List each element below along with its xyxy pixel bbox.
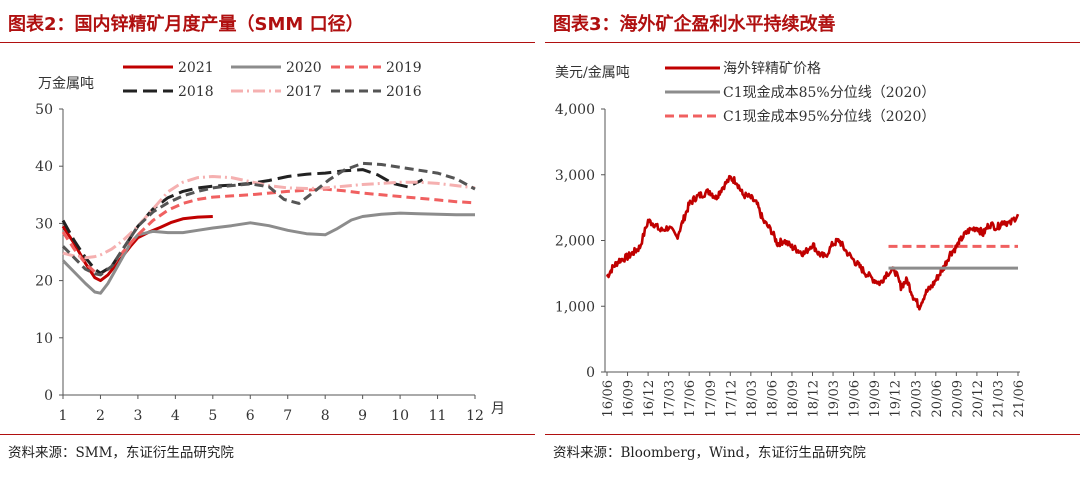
right-x-tick-label: 17/06 <box>683 380 698 417</box>
right-x-tick-label: 17/12 <box>724 380 739 417</box>
left-x-tick-label: 12 <box>466 408 484 424</box>
left-source-note: 资料来源：SMM，东证衍生品研究院 <box>8 445 234 461</box>
right-x-tick-label: 20/06 <box>930 380 945 417</box>
left-panel: 图表2：国内锌精矿月度产量（SMM 口径） 0 10 20 30 40 50 1 2 3 4 5 6 7… <box>0 0 535 492</box>
right-x-tick-label: 18/06 <box>765 380 780 417</box>
left-y-tick-label: 40 <box>35 159 53 175</box>
right-y-tick-label: 0 <box>586 365 595 381</box>
right-source-note: 资料来源：Bloomberg，Wind，东证衍生品研究院 <box>553 445 866 461</box>
left-title-rule <box>0 42 535 43</box>
left-series-line-2020 <box>61 211 475 295</box>
left-x-tick-label: 7 <box>283 408 292 424</box>
right-x-tick-label: 16/09 <box>622 380 637 417</box>
left-legend-label-2019: 2019 <box>386 60 422 76</box>
right-panel: 图表3：海外矿企盈利水平持续改善 0 1,000 2,000 3,000 4,000 16… <box>545 0 1080 492</box>
right-x-tick-label: 16/06 <box>601 380 616 417</box>
left-y-tick-label: 0 <box>44 388 53 404</box>
left-legend-label-2020: 2020 <box>286 60 322 76</box>
left-series-line-2019 <box>61 187 476 276</box>
right-y-axis-label: 美元/金属吨 <box>555 65 630 81</box>
right-chart: 0 1,000 2,000 3,000 4,000 16/06 16/09 16/12 17/0… <box>555 61 1027 417</box>
right-legend-label-1: C1现金成本85%分位线（2020） <box>723 85 935 101</box>
right-x-tick-label: 19/03 <box>827 380 842 417</box>
left-legend-label-2017: 2017 <box>286 84 322 100</box>
left-x-tick-label: 5 <box>208 408 217 424</box>
right-y-tick-label: 4,000 <box>555 102 595 118</box>
right-y-tick-label: 3,000 <box>555 168 595 184</box>
right-x-tick-label: 18/12 <box>807 380 822 417</box>
left-y-tick-label: 30 <box>35 216 53 232</box>
right-source-rule <box>545 434 1080 435</box>
left-series-line-2017 <box>62 175 476 260</box>
right-x-tick-label: 19/12 <box>889 380 904 417</box>
left-y-axis-label: 万金属吨 <box>38 76 94 92</box>
left-legend-label-2021: 2021 <box>178 60 214 76</box>
left-x-tick-label: 8 <box>321 408 330 424</box>
left-x-tick-label: 9 <box>358 408 367 424</box>
right-x-tick-label: 20/12 <box>971 380 986 417</box>
left-x-tick-label: 4 <box>171 408 180 424</box>
left-x-axis-label: 月 <box>491 401 505 417</box>
right-y-tick-label: 1,000 <box>555 299 595 315</box>
right-title-rule <box>545 42 1080 43</box>
left-chart-title: 图表2：国内锌精矿月度产量（SMM 口径） <box>8 14 364 35</box>
left-y-tick-label: 10 <box>35 331 53 347</box>
right-x-tick-label: 19/09 <box>868 380 883 417</box>
right-chart-title: 图表3：海外矿企盈利水平持续改善 <box>553 14 836 35</box>
left-x-tick-label: 6 <box>246 408 255 424</box>
left-x-tick-label: 10 <box>391 408 409 424</box>
left-y-tick-label: 50 <box>35 102 53 118</box>
left-x-tick-label: 3 <box>133 408 142 424</box>
right-x-tick-label: 20/03 <box>909 380 924 417</box>
right-legend-label-2: C1现金成本95%分位线（2020） <box>723 109 935 125</box>
right-series-line-0 <box>605 174 1020 311</box>
right-x-tick-label: 19/06 <box>848 380 863 417</box>
right-x-tick-label: 20/09 <box>950 380 965 417</box>
right-y-tick-label: 2,000 <box>555 234 595 250</box>
right-x-tick-label: 16/12 <box>642 380 657 417</box>
right-x-tick-label: 21/03 <box>991 380 1006 417</box>
right-x-tick-label: 18/09 <box>786 380 801 417</box>
left-source-rule <box>0 434 535 435</box>
left-series-line-2016 <box>61 161 476 277</box>
right-x-tick-label: 17/03 <box>663 380 678 417</box>
right-x-tick-label: 21/06 <box>1012 380 1027 417</box>
left-y-tick-label: 20 <box>35 274 53 290</box>
left-x-tick-label: 11 <box>429 408 447 424</box>
left-x-tick-label: 1 <box>59 408 68 424</box>
right-x-tick-label: 18/03 <box>745 380 760 417</box>
left-legend-label-2016: 2016 <box>386 84 422 100</box>
left-x-tick-label: 2 <box>96 408 105 424</box>
right-x-tick-label: 17/09 <box>704 380 719 417</box>
right-legend-label-0: 海外锌精矿价格 <box>723 61 821 77</box>
left-legend-label-2018: 2018 <box>178 84 214 100</box>
